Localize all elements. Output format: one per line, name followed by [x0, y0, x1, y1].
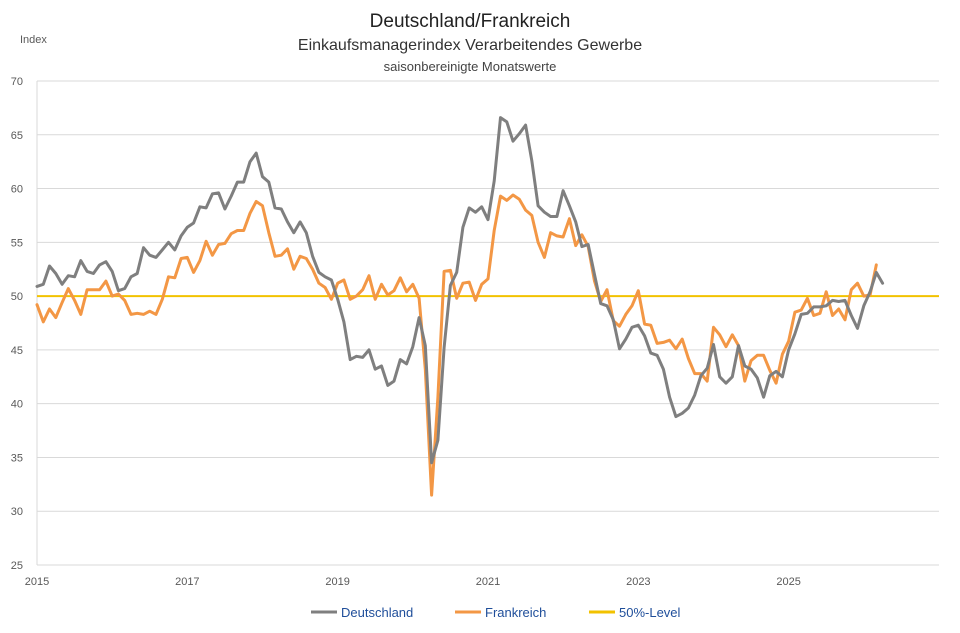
- y-tick-label: 70: [11, 76, 23, 88]
- legend-item-50-level[interactable]: 50%-Level: [589, 605, 681, 620]
- legend-item-deutschland[interactable]: Deutschland: [311, 605, 413, 620]
- chart-subtitle: Einkaufsmanagerindex Verarbeitendes Gewe…: [298, 37, 642, 54]
- y-tick-label: 35: [11, 452, 23, 464]
- series-lines: [35, 116, 939, 497]
- x-tick-label: 2015: [25, 576, 49, 588]
- y-axis-label: Index: [20, 34, 47, 46]
- series-line-frankreich: [35, 193, 878, 497]
- y-tick-label: 50: [11, 291, 23, 303]
- x-tick-label: 2025: [776, 576, 800, 588]
- x-tick-label: 2023: [626, 576, 650, 588]
- x-tick-label: 2017: [175, 576, 199, 588]
- y-tick-label: 40: [11, 399, 23, 411]
- series-line-deutschland: [35, 116, 885, 465]
- y-tick-label: 25: [11, 560, 23, 572]
- legend-label-deutschland: Deutschland: [341, 605, 413, 620]
- y-tick-label: 65: [11, 130, 23, 142]
- y-tick-label: 30: [11, 506, 23, 518]
- x-tick-labels: 2015 2017 2019 2021 2023 2025: [25, 576, 801, 588]
- x-tick-label: 2021: [476, 576, 500, 588]
- x-tick-label: 2019: [325, 576, 349, 588]
- y-tick-label: 45: [11, 345, 23, 357]
- y-tick-labels: 25 30 35 40 45 50 55 60 65 70: [11, 76, 23, 572]
- legend: Deutschland Frankreich 50%-Level: [311, 605, 681, 620]
- legend-label-50-level: 50%-Level: [619, 605, 681, 620]
- chart-note: saisonbereinigte Monatswerte: [384, 59, 557, 74]
- chart-title: Deutschland/Frankreich: [370, 11, 571, 32]
- y-tick-label: 55: [11, 237, 23, 249]
- y-tick-label: 60: [11, 184, 23, 196]
- legend-label-frankreich: Frankreich: [485, 605, 546, 620]
- legend-item-frankreich[interactable]: Frankreich: [455, 605, 546, 620]
